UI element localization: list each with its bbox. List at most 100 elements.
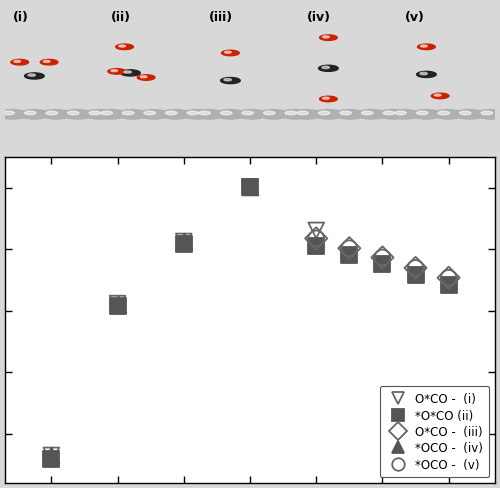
Circle shape: [3, 112, 14, 116]
Point: [48, 451, 56, 459]
Circle shape: [139, 110, 169, 120]
Circle shape: [264, 112, 275, 116]
Point: [378, 254, 386, 262]
Text: (iv): (iv): [307, 11, 331, 24]
Circle shape: [322, 67, 330, 69]
Circle shape: [41, 110, 71, 120]
Circle shape: [416, 72, 436, 79]
Point: [378, 260, 386, 268]
Circle shape: [96, 110, 126, 120]
Circle shape: [383, 112, 394, 116]
Text: (i): (i): [13, 11, 28, 24]
Circle shape: [84, 110, 114, 120]
Circle shape: [40, 61, 58, 66]
Circle shape: [242, 112, 254, 116]
Circle shape: [356, 110, 386, 120]
Circle shape: [420, 73, 428, 76]
Circle shape: [224, 80, 232, 81]
Point: [312, 235, 320, 243]
Circle shape: [297, 112, 308, 116]
Circle shape: [318, 66, 338, 72]
Circle shape: [416, 112, 428, 116]
Circle shape: [28, 75, 36, 77]
Circle shape: [411, 110, 442, 120]
Circle shape: [258, 110, 288, 120]
Point: [114, 303, 122, 310]
Circle shape: [101, 112, 112, 116]
Circle shape: [44, 61, 50, 63]
Point: [346, 245, 354, 253]
Circle shape: [24, 112, 36, 116]
Circle shape: [322, 37, 330, 39]
Point: [412, 264, 420, 272]
Circle shape: [46, 112, 58, 116]
Circle shape: [460, 112, 471, 116]
Circle shape: [215, 110, 246, 120]
Text: (ii): (ii): [111, 11, 131, 24]
Point: [312, 235, 320, 243]
Point: [246, 184, 254, 192]
Circle shape: [418, 45, 435, 50]
Circle shape: [322, 98, 330, 100]
Circle shape: [24, 74, 44, 80]
Circle shape: [420, 46, 428, 48]
Circle shape: [390, 110, 420, 120]
Circle shape: [220, 112, 232, 116]
Circle shape: [138, 76, 155, 81]
Legend: O*CO -  (i), *O*CO (ii), O*CO -  (iii), *OCO -  (iv), *OCO -  (v): O*CO - (i), *O*CO (ii), O*CO - (iii), *O…: [380, 386, 489, 477]
Text: (iii): (iii): [209, 11, 233, 24]
Circle shape: [280, 110, 310, 120]
Point: [346, 252, 354, 260]
Point: [412, 271, 420, 279]
Circle shape: [62, 110, 92, 120]
Circle shape: [432, 94, 449, 100]
Circle shape: [434, 95, 441, 97]
Circle shape: [140, 77, 147, 79]
Circle shape: [14, 61, 20, 63]
Circle shape: [340, 112, 351, 116]
Circle shape: [199, 112, 210, 116]
Circle shape: [182, 110, 212, 120]
Circle shape: [89, 112, 101, 116]
Circle shape: [124, 72, 132, 74]
Circle shape: [222, 51, 239, 57]
Circle shape: [118, 46, 126, 48]
Circle shape: [378, 110, 408, 120]
Circle shape: [476, 110, 500, 120]
Circle shape: [454, 110, 484, 120]
Circle shape: [318, 112, 330, 116]
Circle shape: [108, 69, 126, 75]
Circle shape: [362, 112, 373, 116]
Point: [312, 227, 320, 235]
Circle shape: [122, 112, 134, 116]
Text: (v): (v): [405, 11, 424, 24]
Circle shape: [237, 110, 267, 120]
Circle shape: [320, 36, 337, 41]
Circle shape: [285, 112, 296, 116]
Point: [444, 274, 452, 282]
Circle shape: [68, 112, 79, 116]
Circle shape: [313, 110, 344, 120]
Circle shape: [166, 112, 177, 116]
Point: [180, 241, 188, 248]
Circle shape: [292, 110, 322, 120]
Circle shape: [19, 110, 50, 120]
Point: [246, 183, 254, 191]
Circle shape: [144, 112, 156, 116]
Point: [444, 274, 452, 282]
Circle shape: [224, 52, 232, 54]
Circle shape: [438, 112, 450, 116]
Point: [346, 245, 354, 253]
Point: [312, 243, 320, 250]
Circle shape: [194, 110, 224, 120]
Circle shape: [395, 112, 406, 116]
Circle shape: [0, 110, 28, 120]
Point: [114, 300, 122, 308]
Circle shape: [187, 112, 198, 116]
Circle shape: [117, 110, 148, 120]
Point: [48, 455, 56, 463]
Point: [412, 264, 420, 272]
Circle shape: [433, 110, 463, 120]
Circle shape: [320, 97, 337, 102]
Circle shape: [335, 110, 365, 120]
